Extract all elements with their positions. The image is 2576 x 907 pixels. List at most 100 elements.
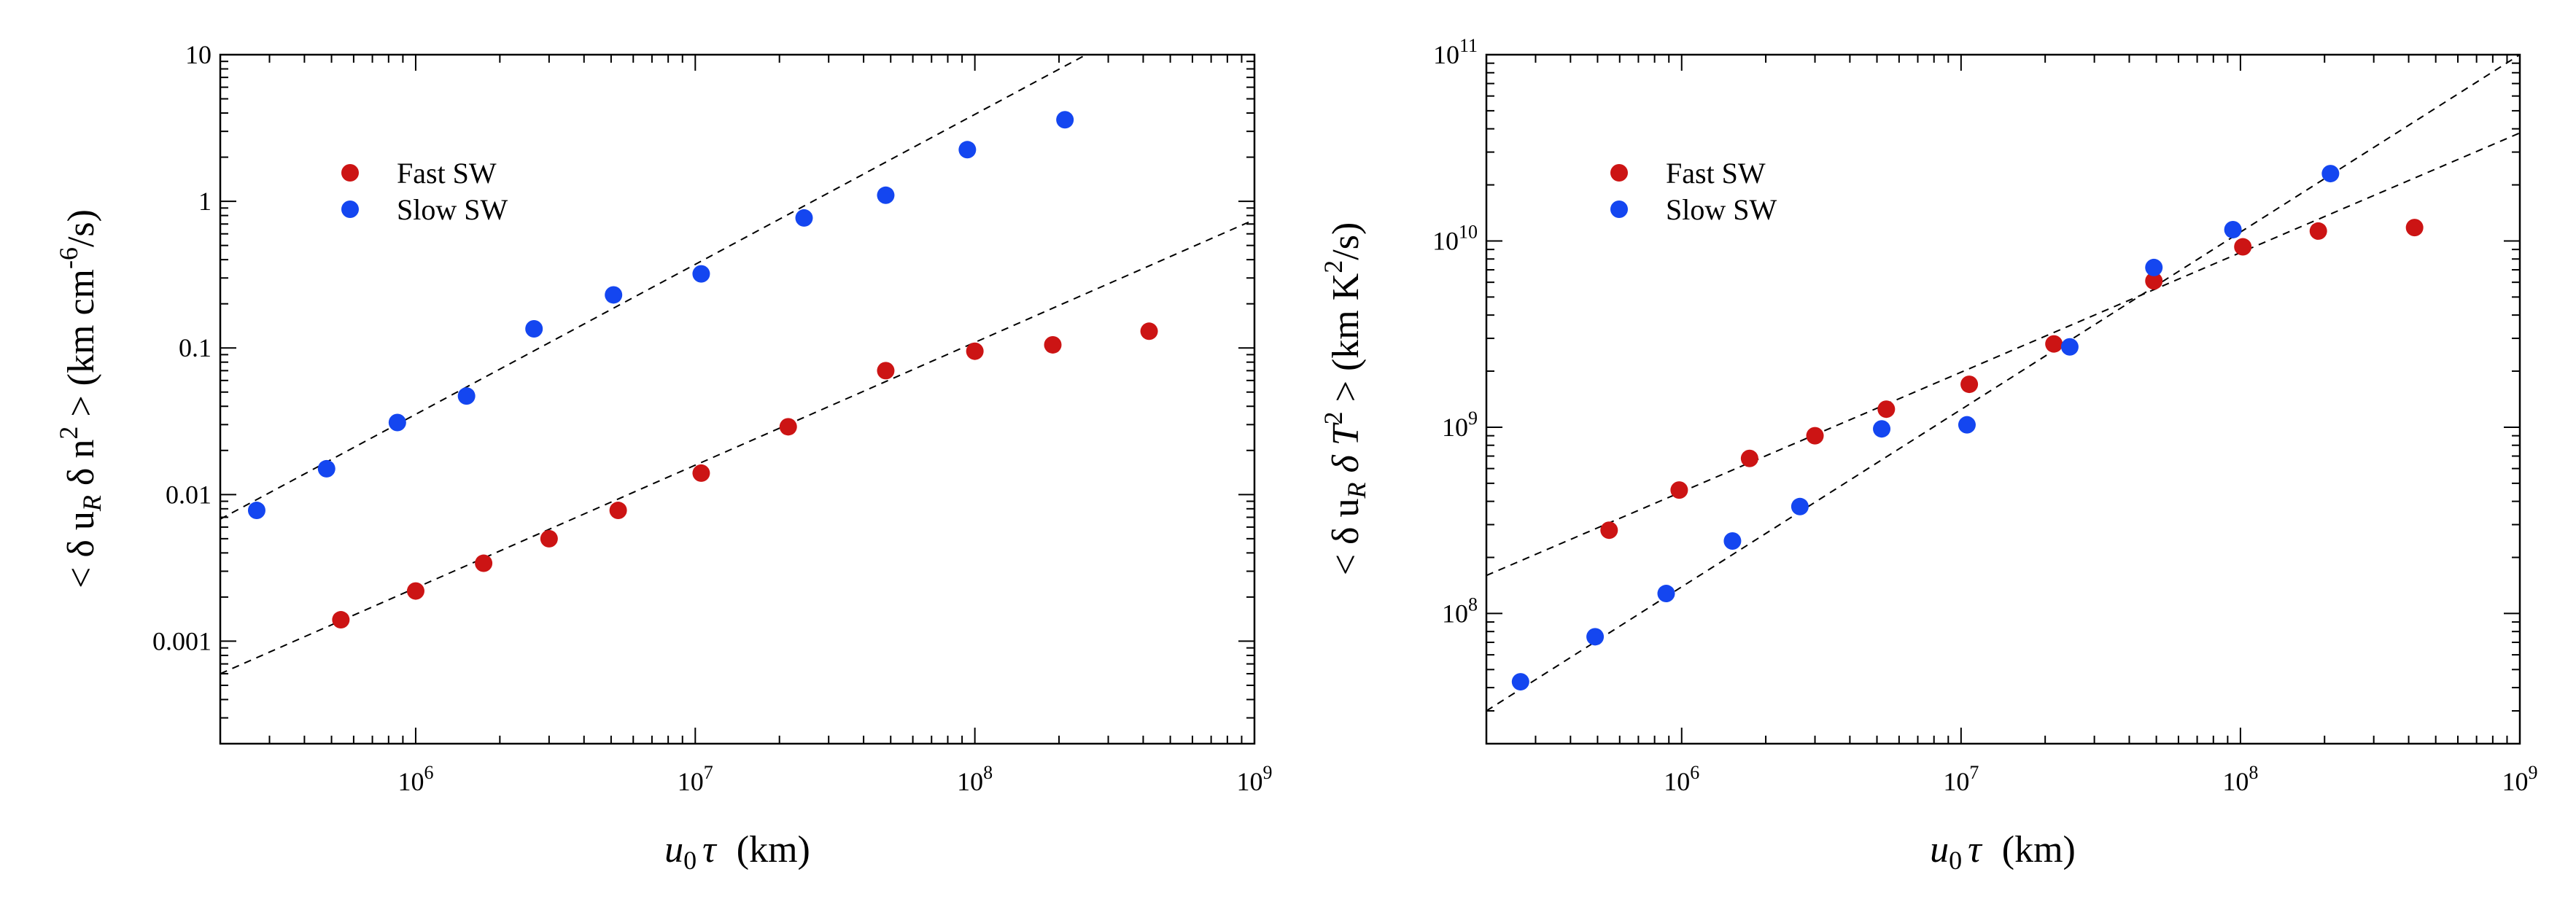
data-point-fast-sw [2145, 272, 2163, 290]
data-point-slow-sw [1056, 111, 1074, 129]
svg-text:106: 106 [397, 762, 433, 796]
y-axis-title: < δ uR δ T2 > (km K2/s) [1319, 222, 1371, 576]
data-point-slow-sw [1723, 532, 1742, 550]
data-points [1511, 165, 2424, 691]
data-point-fast-sw [692, 464, 710, 482]
data-point-fast-sw [2234, 238, 2252, 256]
data-point-slow-sw [2145, 258, 2163, 276]
y-tick-label: 108 [1442, 593, 1478, 628]
data-point-slow-sw [1958, 416, 1976, 434]
legend-marker-fast [1610, 164, 1628, 182]
legend-marker-slow [1610, 201, 1628, 218]
x-tick-label: 107 [1943, 762, 1979, 796]
legend: Fast SW Slow SW [341, 157, 508, 226]
y-tick-label: 1010 [1432, 221, 1478, 255]
data-point-fast-sw [2045, 335, 2063, 353]
data-point-fast-sw [1877, 400, 1896, 419]
x-tick-label: 106 [397, 762, 433, 796]
fit-lines [220, 55, 1254, 674]
svg-text:1: 1 [198, 187, 212, 216]
x-tick-label: 109 [1237, 762, 1273, 796]
svg-text:108: 108 [2222, 762, 2258, 796]
data-point-fast-sw [406, 582, 424, 600]
data-point-slow-sw [457, 387, 476, 405]
data-point-slow-sw [1657, 585, 1675, 603]
svg-text:107: 107 [678, 762, 713, 796]
y-tick-label: 10 [185, 40, 212, 69]
legend-marker-slow [341, 201, 359, 218]
fast-fit-line [1486, 132, 2520, 577]
data-point-fast-sw [2309, 222, 2327, 240]
svg-text:109: 109 [1237, 762, 1273, 796]
data-point-fast-sw [877, 362, 895, 380]
svg-text:10: 10 [185, 40, 212, 69]
y-tick-label: 0.001 [152, 626, 212, 655]
x-axis-ticks: 106 107 108 109 [397, 762, 1272, 796]
y-tick-label: 1011 [1433, 35, 1478, 69]
plot-frame [1485, 53, 2521, 745]
legend-label-slow: Slow SW [397, 193, 508, 226]
data-point-slow-sw [877, 186, 895, 204]
y-tick-label: 1 [198, 187, 212, 216]
data-point-fast-sw [1044, 335, 1062, 354]
minor-ticks [220, 54, 1255, 744]
data-point-slow-sw [1511, 673, 1529, 691]
x-tick-label: 108 [2222, 762, 2258, 796]
data-point-slow-sw [958, 141, 977, 159]
svg-text:109: 109 [1442, 408, 1478, 442]
svg-text:108: 108 [957, 762, 993, 796]
svg-text:0.001: 0.001 [152, 626, 212, 655]
svg-text:106: 106 [1664, 762, 1699, 796]
data-point-fast-sw [779, 418, 797, 436]
x-axis-title: u0 τ (km) [1930, 829, 2076, 875]
data-point-fast-sw [475, 554, 493, 572]
data-point-slow-sw [1873, 420, 1891, 438]
data-point-slow-sw [1586, 628, 1605, 646]
fast-fit-line [220, 219, 1254, 674]
legend: Fast SW Slow SW [1610, 157, 1777, 226]
y-tick-label: 0.1 [179, 333, 212, 362]
data-point-fast-sw [1140, 322, 1158, 340]
data-point-fast-sw [2405, 219, 2424, 237]
svg-text:0.1: 0.1 [179, 333, 212, 362]
data-point-slow-sw [692, 265, 710, 283]
data-point-fast-sw [966, 342, 984, 360]
svg-text:1010: 1010 [1432, 221, 1478, 255]
x-tick-label: 108 [957, 762, 993, 796]
data-point-slow-sw [388, 413, 406, 432]
data-point-slow-sw [605, 286, 623, 304]
svg-text:108: 108 [1442, 593, 1478, 628]
svg-text:107: 107 [1943, 762, 1979, 796]
slow-fit-line [220, 55, 1087, 520]
data-point-slow-sw [1791, 497, 1809, 515]
y-axis-ticks: 0.001 0.01 0.1 1 10 [152, 40, 212, 655]
data-point-slow-sw [795, 209, 813, 227]
data-point-slow-sw [317, 459, 335, 478]
data-point-slow-sw [247, 502, 265, 520]
data-point-fast-sw [609, 502, 627, 520]
minor-ticks [1486, 54, 2521, 744]
panel-right-temperature-flux: 106 107 108 109 108 109 1010 1011 Fast S… [1319, 35, 2538, 875]
legend-label-fast: Fast SW [397, 157, 497, 190]
svg-text:0.01: 0.01 [166, 480, 212, 509]
slow-fit-line [1486, 55, 2520, 712]
data-point-fast-sw [1806, 427, 1824, 445]
data-point-slow-sw [525, 320, 543, 338]
x-tick-label: 109 [2502, 762, 2538, 796]
svg-text:1011: 1011 [1433, 35, 1478, 69]
data-point-fast-sw [540, 529, 558, 548]
data-point-fast-sw [1670, 481, 1688, 499]
legend-label-slow: Slow SW [1666, 193, 1777, 226]
legend-label-fast: Fast SW [1666, 157, 1766, 190]
fit-lines [1486, 55, 2520, 712]
data-point-slow-sw [2321, 165, 2340, 183]
y-tick-label: 0.01 [166, 480, 212, 509]
data-point-fast-sw [1600, 521, 1618, 540]
panel-left-density-flux: 106 107 108 109 0.001 0.01 0.1 1 10 Fast… [54, 40, 1273, 875]
x-axis-title: u0 τ (km) [664, 829, 810, 875]
svg-text:109: 109 [2502, 762, 2538, 796]
y-axis-title: < δ uR δ n2 > (km cm-6/s) [54, 209, 106, 588]
data-points [247, 111, 1158, 629]
plot-frame [219, 53, 1256, 745]
